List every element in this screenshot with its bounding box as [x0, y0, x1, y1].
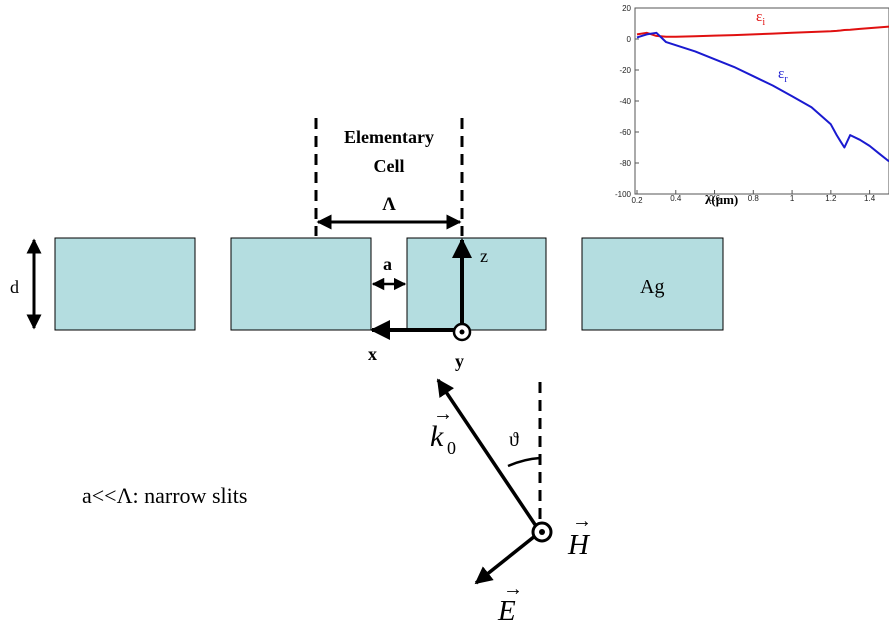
chart-x-tick-label: 0.8 — [748, 194, 760, 203]
chart-y-tick-label: 20 — [622, 4, 631, 13]
metal-blocks — [54, 237, 724, 331]
chart-series — [636, 25, 889, 163]
metal-block — [581, 237, 724, 331]
eps-i-symbol: ε — [756, 9, 762, 25]
angle-arc — [507, 456, 541, 468]
e-field-label: E — [497, 595, 516, 624]
chart-y-tick-label: -20 — [619, 66, 631, 75]
h-field-dot-icon — [539, 529, 545, 535]
chart-y-tick-label: -100 — [615, 190, 632, 199]
eps-r-series-label: εr — [778, 66, 788, 85]
eps-r-series-line — [636, 31, 889, 163]
cell-label-line1: Elementary — [344, 127, 434, 147]
chart-x-tick-label: 0.2 — [631, 196, 643, 205]
metal-block — [54, 237, 196, 331]
chart-x-tick-label: 0.4 — [670, 194, 682, 203]
eps-r-symbol: ε — [778, 66, 784, 82]
chart-x-tick-label: 1 — [790, 194, 795, 203]
narrow-slit-note: a<<Λ: narrow slits — [82, 483, 247, 508]
wavevector-subscript: 0 — [447, 438, 456, 458]
chart-y-tick-label: -40 — [619, 97, 631, 106]
chart-x-tick-label: 1.2 — [825, 194, 837, 203]
chart-x-axis-label: λ(μm) — [705, 192, 738, 207]
material-label: Ag — [640, 276, 664, 298]
thickness-label: d — [10, 277, 19, 297]
period-label: Λ — [382, 194, 396, 215]
chart-x-tick-label: 0.6 — [709, 194, 721, 203]
angle-label: ϑ — [509, 429, 519, 451]
cell-label-line2: Cell — [374, 156, 405, 176]
chart-y-tick-label: 0 — [627, 35, 632, 44]
chart-x-ticks: 0.2 0.4 0.6 0.8 1 1.2 1.4 — [631, 190, 876, 205]
eps-i-series-label: εi — [756, 9, 765, 28]
permittivity-chart: 200-20-40-60-80-100 0.2 0.4 0.6 0.8 1 1.2 1.4 … — [615, 4, 889, 207]
eps-i-subscript: i — [762, 17, 765, 28]
metal-block — [406, 237, 547, 331]
wavevector-label: k — [430, 420, 444, 453]
y-axis-dot-icon — [459, 329, 465, 335]
chart-y-tick-label: -80 — [619, 159, 631, 168]
metal-block — [230, 237, 372, 331]
h-field-label: H — [567, 529, 591, 561]
wavevector-arrow-accent: → — [433, 403, 453, 425]
wavevector-arrow — [436, 378, 542, 533]
chart-x-tick-label: 1.4 — [864, 194, 876, 203]
h-field-arrow-accent: → — [572, 510, 592, 532]
e-field-arrow — [474, 530, 542, 585]
chart-frame — [634, 7, 889, 195]
chart-y-tick-label: -60 — [619, 128, 631, 137]
slit-label: a — [383, 254, 392, 274]
z-axis-label: z — [480, 246, 488, 266]
y-axis-label: y — [455, 351, 464, 371]
eps-r-subscript: r — [784, 74, 788, 85]
x-axis-label: x — [368, 344, 377, 364]
e-field-arrow-accent: → — [503, 578, 523, 600]
eps-i-series-line — [636, 25, 889, 38]
